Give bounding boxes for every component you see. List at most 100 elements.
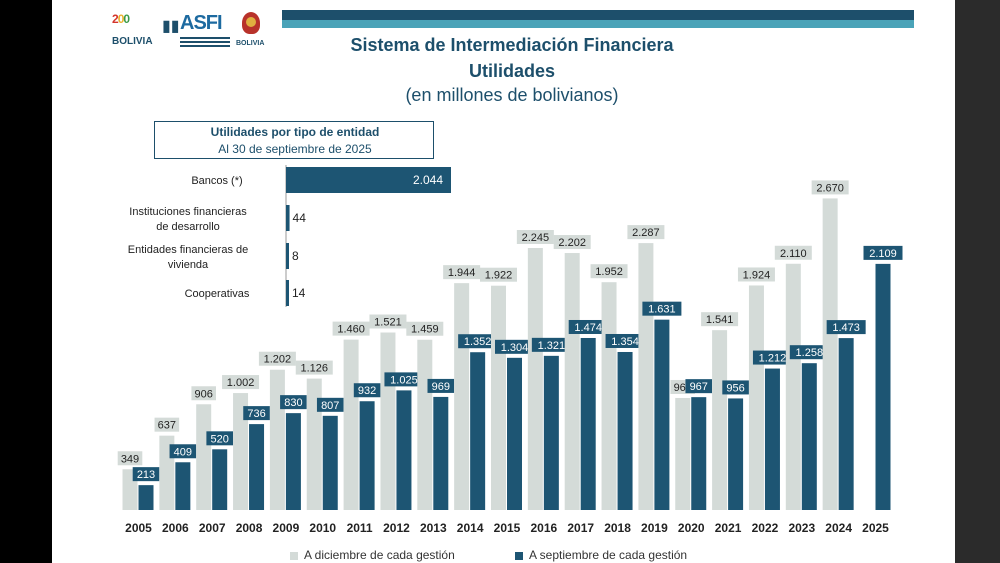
header-band <box>282 10 914 20</box>
bar-dec-2014 <box>454 283 470 510</box>
x-tick-2009: 2009 <box>273 521 300 535</box>
bar-sep-2021 <box>728 398 744 510</box>
legend-swatch-dec <box>290 551 298 560</box>
bar-sep-label-bg-2023 <box>789 345 829 360</box>
bar-sep-label-bg-2017 <box>568 319 608 334</box>
x-tick-2005: 2005 <box>125 521 152 535</box>
bar-dec-label-bg-2023 <box>774 245 812 260</box>
bar-dec-label-2024: 2.670 <box>816 182 844 194</box>
bar-sep-label-2014: 1.352 <box>464 336 492 348</box>
bar-sep-label-bg-2021 <box>722 380 749 395</box>
x-tick-2011: 2011 <box>347 521 373 535</box>
bar-dec-2016 <box>527 248 543 511</box>
bar-dec-label-2006: 637 <box>158 420 176 432</box>
x-tick-2023: 2023 <box>788 521 815 535</box>
bar-sep-label-2021: 956 <box>726 382 744 394</box>
bar-sep-2011 <box>359 401 375 510</box>
bar-sep-2014 <box>470 352 486 510</box>
bar-sep-2015 <box>507 357 522 510</box>
bar-sep-2012 <box>396 390 412 510</box>
bar-sep-label-2017: 1.474 <box>574 322 602 334</box>
bar-dec-label-2017: 2.202 <box>558 237 586 249</box>
header-band-accent <box>282 20 914 28</box>
x-tick-2021: 2021 <box>715 521 742 535</box>
bar-sep-label-bg-2013 <box>427 378 455 393</box>
inset-heading-box: Utilidades por tipo de entidad Al 30 de … <box>154 121 434 159</box>
bar-sep-label-bg-2025 <box>863 245 903 260</box>
bar-sep-label-2020: 967 <box>690 381 708 393</box>
bar-sep-label-bg-2010 <box>316 397 344 412</box>
bar-sep-2010 <box>322 415 338 510</box>
bar-sep-label-2015: 1.304 <box>501 342 529 354</box>
inset-category-3: Cooperativas <box>185 288 250 300</box>
bar-dec-label-2015: 1.922 <box>485 270 513 282</box>
bar-sep-label-2013: 969 <box>432 381 450 393</box>
bar-sep-label-2011: 932 <box>358 385 376 397</box>
bar-sep-label-2010: 807 <box>321 400 339 412</box>
bar-sep-label-bg-2018 <box>605 333 645 348</box>
bar-dec-2020 <box>675 397 691 510</box>
bar-dec-2021 <box>712 330 728 510</box>
title-line-2: Utilidades <box>468 61 556 81</box>
bar-sep-label-bg-2019 <box>642 301 682 316</box>
bar-sep-label-bg-2012 <box>384 372 424 387</box>
bar-sep-2006 <box>175 462 191 510</box>
bar-dec-label-bg-2019 <box>627 225 665 240</box>
inset-category-2-line1: Entidades financieras de <box>128 244 248 256</box>
bar-dec-label-bg-2021 <box>701 312 739 327</box>
bar-dec-label-2005: 349 <box>121 453 139 465</box>
inset-heading: Utilidades por tipo de entidad <box>210 125 380 139</box>
bar-sep-label-2025: 2.109 <box>869 248 897 260</box>
bar-sep-2024 <box>838 338 854 510</box>
bar-sep-label-bg-2015 <box>495 339 534 354</box>
bar-dec-label-2013: 1.459 <box>411 324 439 336</box>
bar-sep-label-bg-2008 <box>243 406 270 421</box>
bar-dec-label-2010: 1.126 <box>300 363 328 375</box>
bar-sep-2016 <box>543 355 559 510</box>
bar-dec-2012 <box>380 332 396 510</box>
bicentenario-logo-text: BOLIVIA <box>112 36 153 47</box>
x-tick-2006: 2006 <box>162 521 189 535</box>
bar-sep-label-bg-2022 <box>752 350 792 365</box>
x-tick-2017: 2017 <box>567 521 594 535</box>
bar-sep-2022 <box>764 368 780 510</box>
bar-dec-label-2012: 1.521 <box>374 316 402 328</box>
bar-sep-label-2006: 409 <box>174 446 192 458</box>
bar-dec-label-bg-2018 <box>590 264 628 279</box>
bar-sep-label-2012: 1.025 <box>390 374 418 386</box>
bar-sep-label-bg-2007 <box>206 431 233 446</box>
bar-dec-label-2023: 2.110 <box>780 248 807 260</box>
x-tick-2024: 2024 <box>825 521 852 535</box>
bar-dec-label-bg-2010 <box>295 360 333 375</box>
bar-dec-label-bg-2013 <box>406 321 444 336</box>
bar-dec-2013 <box>417 339 433 510</box>
asfi-logo-subtext <box>180 36 230 47</box>
x-tick-2013: 2013 <box>420 521 447 535</box>
legend-item-dec: A diciembre de cada gestión <box>290 548 455 562</box>
inset-bar-0 <box>286 167 451 193</box>
inset-bar-1 <box>286 205 290 231</box>
inset-subheading: Al 30 de septiembre de 2025 <box>218 142 372 156</box>
title-line-3: (en millones de bolivianos) <box>405 85 619 105</box>
bar-dec-label-2008: 1.002 <box>227 377 255 389</box>
bar-dec-label-bg-2022 <box>737 267 775 282</box>
bar-dec-label-2011: 1.460 <box>337 324 365 336</box>
bar-dec-label-bg-2006 <box>154 417 180 432</box>
bar-dec-label-bg-2017 <box>553 235 591 250</box>
bar-dec-label-2018: 1.952 <box>595 266 623 278</box>
legend-label-dec: A diciembre de cada gestión <box>304 548 455 562</box>
legend-swatch-sep <box>515 551 523 560</box>
bar-sep-2018 <box>617 351 633 510</box>
bar-sep-label-2024: 1.473 <box>832 322 860 334</box>
bar-dec-2007 <box>196 404 212 510</box>
bar-sep-label-2016: 1.321 <box>538 340 566 352</box>
bar-dec-2017 <box>564 253 580 510</box>
x-tick-2020: 2020 <box>678 521 705 535</box>
bar-dec-2023 <box>785 263 801 510</box>
inset-bar-2 <box>286 243 289 269</box>
inset-category-0: Bancos (*) <box>191 175 242 187</box>
inset-category-2-line2: vivienda <box>168 259 209 271</box>
bar-sep-label-bg-2020 <box>685 379 713 394</box>
bar-dec-2024 <box>822 198 838 510</box>
bar-dec-2009 <box>269 369 285 510</box>
